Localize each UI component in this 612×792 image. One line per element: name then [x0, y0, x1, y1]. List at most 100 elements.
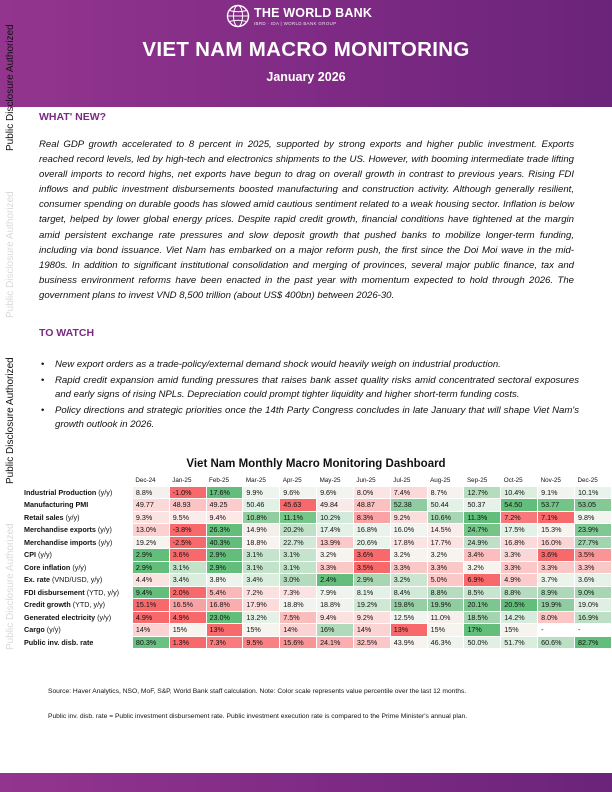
row-label: Ex. rate (VND/USD, y/y): [22, 573, 133, 587]
value-cell: 7.1%: [537, 510, 575, 524]
value-cell: 9.8%: [573, 510, 612, 524]
column-header: Aug-25: [430, 476, 451, 484]
indicator-unit: (y/y): [37, 550, 52, 560]
column-header: Oct-25: [503, 476, 523, 484]
value-cell: 18.8%: [242, 535, 281, 549]
value-cell: 2.9%: [352, 573, 391, 587]
value-cell: 3.2%: [389, 573, 428, 587]
value-cell: 5.4%: [205, 585, 244, 599]
value-cell: 12.7%: [463, 485, 502, 499]
indicator-name: Public inv. disb. rate: [24, 637, 94, 647]
value-cell: 8.7%: [426, 485, 465, 499]
value-cell: 50.0%: [463, 635, 502, 649]
value-cell: 3.4%: [242, 573, 281, 587]
value-cell: 40.3%: [205, 535, 244, 549]
org-name: THE WORLD BANK: [254, 6, 373, 20]
table-row: Ex. rate (VND/USD, y/y) 4.4% 3.4% 3.8% 3.4% 3…: [22, 573, 612, 587]
value-cell: 9.4%: [131, 585, 170, 599]
side-disclosure-label-faint: Public Disclosure Authorized: [5, 523, 16, 650]
value-cell: 9.5%: [168, 510, 207, 524]
page-title: VIET NAM MACRO MONITORING: [142, 38, 470, 61]
value-cell: 8.0%: [537, 610, 575, 624]
dashboard-title: Viet Nam Monthly Macro Monitoring Dashbo…: [186, 458, 446, 470]
value-cell: 16.9%: [573, 610, 612, 624]
value-cell: 24.1%: [316, 635, 354, 649]
value-cell: 17.7%: [426, 535, 465, 549]
list-item: New export orders as a trade-policy/exte…: [39, 358, 579, 373]
value-cell: 7.9%: [316, 585, 354, 599]
value-cell: 3.3%: [573, 560, 612, 574]
value-cell: 3.1%: [242, 560, 281, 574]
value-cell: 5.0%: [426, 573, 465, 587]
value-cell: 50.44: [426, 498, 465, 512]
to-watch-heading: TO WATCH: [39, 327, 95, 339]
value-cell: 24.7%: [463, 523, 502, 537]
row-label: Credit growth (YTD, y/y): [22, 598, 133, 612]
value-cell: 46.3%: [426, 635, 465, 649]
value-cell: 2.0%: [168, 585, 207, 599]
whats-new-heading: WHAT' NEW?: [39, 111, 107, 123]
value-cell: 9.2%: [352, 610, 391, 624]
page-date: January 2026: [266, 70, 346, 84]
indicator-unit: (y/y): [97, 525, 112, 535]
value-cell: 16%: [316, 623, 354, 637]
value-cell: 4.9%: [168, 610, 207, 624]
value-cell: 14.5%: [426, 523, 465, 537]
value-cell: 3.3%: [500, 548, 539, 562]
row-label: Merchandise exports (y/y): [22, 523, 133, 537]
value-cell: 14.9%: [242, 523, 281, 537]
value-cell: 53.05: [573, 498, 612, 512]
table-row: Core inflation (y/y) 2.9% 3.1% 2.9% 3.1% 3.1%…: [22, 560, 612, 574]
value-cell: 10.6%: [426, 510, 465, 524]
value-cell: 11.1%: [279, 510, 318, 524]
table-row: Credit growth (YTD, y/y) 15.1% 16.5% 16.8% 1…: [22, 598, 612, 612]
value-cell: 7.5%: [279, 610, 318, 624]
column-header: May-25: [319, 476, 341, 484]
value-cell: 10.2%: [316, 510, 354, 524]
value-cell: 24.9%: [463, 535, 502, 549]
value-cell: 20.2%: [279, 523, 318, 537]
value-cell: 32.5%: [352, 635, 391, 649]
value-cell: 3.1%: [242, 548, 281, 562]
value-cell: 8.4%: [389, 585, 428, 599]
column-header: Mar-25: [245, 476, 266, 484]
indicator-name: CPI: [24, 550, 36, 560]
value-cell: 15.3%: [537, 523, 575, 537]
value-cell: 3.2%: [426, 548, 465, 562]
indicator-unit: (VND/USD, y/y): [51, 575, 103, 585]
value-cell: 20.5%: [500, 598, 539, 612]
indicator-name: Generated electricity: [24, 612, 96, 622]
table-row: Industrial Production (y/y) 8.8% -1.0% 17.6…: [22, 485, 612, 499]
value-cell: 18.5%: [463, 610, 502, 624]
value-cell: 3.1%: [279, 548, 318, 562]
column-header: Dec-24: [135, 476, 156, 484]
row-label: Industrial Production (y/y): [22, 485, 133, 499]
value-cell: 4.9%: [131, 610, 170, 624]
value-cell: 82.7%: [573, 635, 612, 649]
value-cell: 3.0%: [279, 573, 318, 587]
value-cell: 17.9%: [242, 598, 281, 612]
value-cell: 3.1%: [279, 560, 318, 574]
value-cell: 26.3%: [205, 523, 244, 537]
to-watch-list: New export orders as a trade-policy/exte…: [39, 358, 579, 434]
table-row: Manufacturing PMI 49.77 48.93 49.25 50.46 45.…: [22, 498, 612, 512]
value-cell: 3.3%: [389, 560, 428, 574]
value-cell: 50.46: [242, 498, 281, 512]
value-cell: 3.4%: [168, 573, 207, 587]
value-cell: 19.0%: [573, 598, 612, 612]
indicator-unit: (y/y): [46, 625, 61, 635]
value-cell: 3.1%: [168, 560, 207, 574]
table-row: Merchandise imports (y/y) 19.2% -2.5% 40.3%…: [22, 535, 612, 549]
value-cell: 11.3%: [463, 510, 502, 524]
value-cell: 10.4%: [500, 485, 539, 499]
row-label: Cargo (y/y): [22, 623, 133, 637]
value-cell: 3.6%: [168, 548, 207, 562]
value-cell: 13%: [389, 623, 428, 637]
value-cell: 19.9%: [537, 598, 575, 612]
value-cell: 8.1%: [352, 585, 391, 599]
row-label: Generated electricity (y/y): [22, 610, 133, 624]
value-cell: 3.6%: [352, 548, 391, 562]
value-cell: 14.2%: [500, 610, 539, 624]
indicator-name: Ex. rate: [24, 575, 50, 585]
corner-cell: [23, 475, 133, 486]
